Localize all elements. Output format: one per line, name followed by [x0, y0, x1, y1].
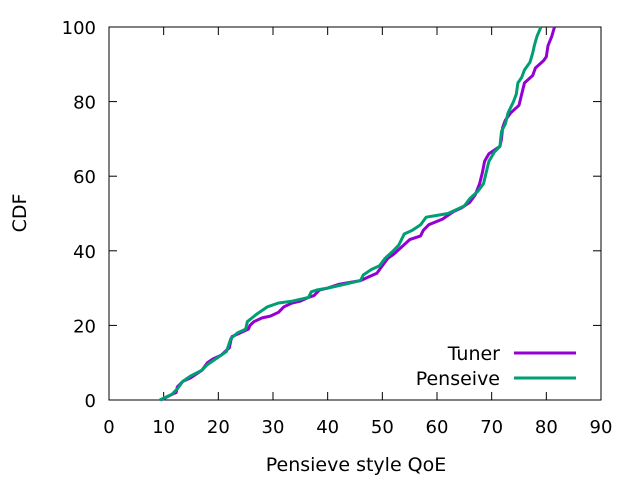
x-tick-label: 70 [480, 417, 503, 438]
x-tick-label: 20 [207, 417, 230, 438]
x-tick-label: 0 [103, 417, 114, 438]
x-tick-label: 40 [316, 417, 339, 438]
x-tick-label: 90 [590, 417, 613, 438]
x-axis: 0 10 20 30 40 50 60 70 80 90 [103, 27, 612, 438]
y-axis: 0 20 40 60 80 100 [62, 18, 601, 412]
legend-label: Penseive [416, 368, 500, 390]
y-tick-label: 60 [73, 167, 96, 188]
legend-label: Tuner [447, 343, 500, 365]
x-axis-label: Pensieve style QoE [266, 454, 447, 476]
plot-frame [108, 26, 602, 401]
x-tick-label: 60 [426, 417, 449, 438]
y-tick-label: 20 [73, 316, 96, 337]
y-tick-label: 100 [62, 18, 96, 39]
y-tick-label: 40 [73, 242, 96, 263]
y-axis-label: CDF [9, 194, 31, 233]
x-tick-label: 80 [535, 417, 558, 438]
x-tick-label: 50 [371, 417, 394, 438]
series-line-penseive [159, 26, 543, 402]
x-tick-label: 30 [262, 417, 285, 438]
series-lines [159, 26, 556, 402]
x-tick-label: 10 [152, 417, 175, 438]
legend: Tuner Penseive [416, 343, 576, 390]
plot-border [108, 26, 602, 401]
y-tick-label: 0 [85, 391, 96, 412]
y-tick-label: 80 [73, 93, 96, 114]
